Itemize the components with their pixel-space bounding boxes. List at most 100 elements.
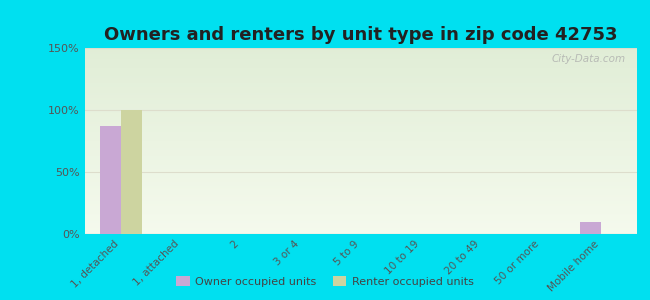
Bar [84, 130, 637, 132]
Bar [84, 94, 637, 96]
Bar [84, 122, 637, 124]
Bar [84, 189, 637, 191]
Bar [84, 145, 637, 147]
Bar [84, 163, 637, 165]
Bar [84, 154, 637, 156]
Bar [84, 82, 637, 83]
Bar [84, 89, 637, 91]
Bar [84, 176, 637, 178]
Bar [84, 197, 637, 199]
Bar [84, 206, 637, 208]
Bar [84, 156, 637, 158]
Bar [84, 113, 637, 115]
Bar [84, 106, 637, 107]
Bar [84, 150, 637, 152]
Bar [84, 74, 637, 76]
Bar [84, 172, 637, 175]
Bar [84, 121, 637, 122]
Bar [84, 202, 637, 204]
Bar [84, 152, 637, 154]
Bar [84, 100, 637, 102]
Bar [84, 225, 637, 226]
Bar [84, 148, 637, 150]
Bar [84, 228, 637, 230]
Bar [84, 93, 637, 94]
Bar [84, 191, 637, 193]
Bar [84, 193, 637, 195]
Bar [84, 200, 637, 202]
Bar [84, 199, 637, 200]
Bar [84, 80, 637, 82]
Bar [84, 126, 637, 128]
Bar [84, 110, 637, 111]
Bar [84, 104, 637, 106]
Bar [84, 65, 637, 67]
Bar [84, 169, 637, 171]
Bar [84, 195, 637, 197]
Bar [84, 219, 637, 221]
Bar [84, 188, 637, 189]
Bar [84, 208, 637, 210]
Bar [84, 204, 637, 206]
Bar [84, 117, 637, 119]
Bar [84, 56, 637, 57]
Bar [84, 83, 637, 85]
Bar [84, 180, 637, 182]
Text: City-Data.com: City-Data.com [552, 54, 626, 64]
Bar [84, 72, 637, 74]
Bar [84, 135, 637, 137]
Bar [84, 115, 637, 117]
Bar [84, 165, 637, 167]
Bar [84, 182, 637, 184]
Bar [84, 124, 637, 126]
Title: Owners and renters by unit type in zip code 42753: Owners and renters by unit type in zip c… [104, 26, 618, 44]
Bar [84, 54, 637, 56]
Bar [84, 226, 637, 228]
Bar [84, 50, 637, 52]
Bar [84, 98, 637, 100]
Bar [84, 134, 637, 135]
Bar [84, 175, 637, 176]
Bar [84, 143, 637, 145]
Bar [84, 161, 637, 163]
Bar [84, 221, 637, 223]
Bar [84, 70, 637, 72]
Bar [120, 110, 142, 234]
Bar [84, 214, 637, 215]
Bar [84, 215, 637, 217]
Bar [84, 158, 637, 160]
Bar [84, 61, 637, 63]
Bar [84, 178, 637, 180]
Bar [84, 147, 637, 148]
Bar [84, 59, 637, 61]
Bar [84, 119, 637, 121]
Bar [84, 217, 637, 219]
Bar [84, 87, 637, 89]
Bar [84, 186, 637, 188]
Bar [84, 128, 637, 130]
Bar [84, 63, 637, 65]
Bar [84, 167, 637, 169]
Bar [84, 132, 637, 134]
Legend: Owner occupied units, Renter occupied units: Owner occupied units, Renter occupied un… [172, 272, 478, 291]
Bar [84, 96, 637, 98]
Bar [84, 85, 637, 87]
Bar [84, 57, 637, 59]
Bar [84, 91, 637, 93]
Bar [84, 212, 637, 214]
Bar [84, 48, 637, 50]
Bar [84, 232, 637, 234]
Bar [84, 102, 637, 104]
Bar [84, 137, 637, 139]
Bar [84, 184, 637, 186]
Bar [84, 78, 637, 80]
Bar [84, 76, 637, 78]
Bar [99, 126, 120, 234]
Bar [84, 160, 637, 161]
Bar [84, 67, 637, 68]
Bar [580, 222, 601, 234]
Bar [84, 171, 637, 172]
Bar [84, 223, 637, 225]
Bar [84, 52, 637, 54]
Bar [84, 210, 637, 212]
